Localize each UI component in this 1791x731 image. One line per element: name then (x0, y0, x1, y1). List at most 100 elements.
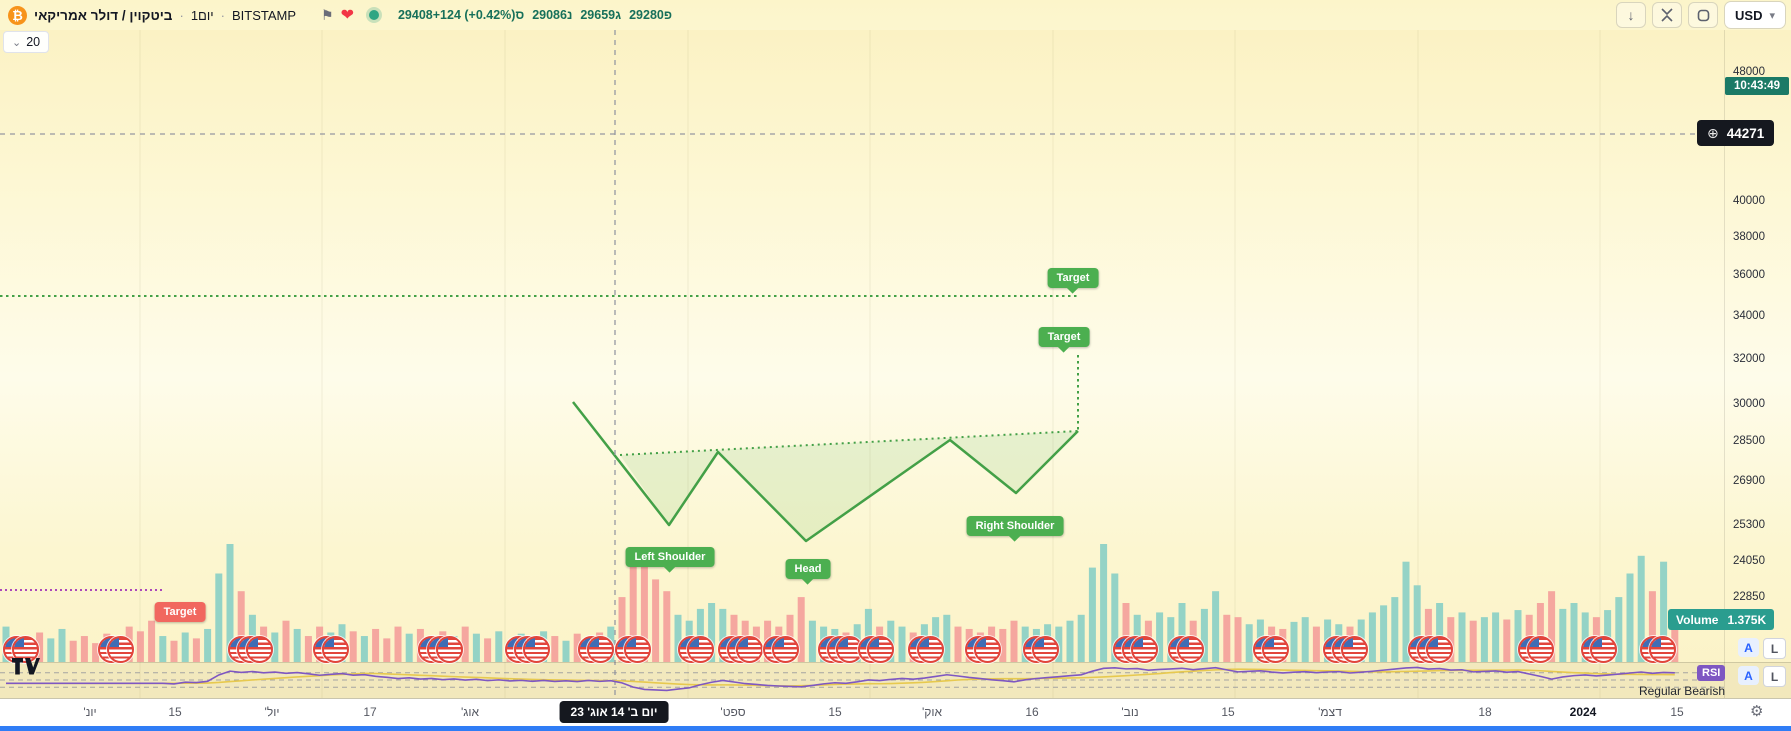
us-flag-event-icon[interactable] (436, 636, 463, 663)
us-flag-event-icon[interactable] (687, 636, 714, 663)
us-flag-event-icon[interactable] (1426, 636, 1453, 663)
volume-bar (271, 632, 279, 662)
us-flag-event-icon[interactable] (246, 636, 273, 663)
time-axis-label: 15 (1670, 705, 1684, 719)
volume-bar (1200, 608, 1208, 662)
volume-bar (1548, 591, 1556, 662)
us-flag-event-icon[interactable] (1649, 636, 1676, 663)
us-flag-event-icon[interactable] (1590, 636, 1617, 663)
target-badge[interactable]: Target (1038, 327, 1090, 347)
time-axis-label: דצמ' (1318, 705, 1342, 719)
rsi-line (6, 666, 1675, 692)
rsi-indicator-badge[interactable]: RSI (1697, 665, 1726, 681)
volume-bar (1615, 597, 1623, 662)
us-flag-event-icon[interactable] (1262, 636, 1289, 663)
crosshair-price-value: 44271 (1726, 125, 1765, 141)
interval-label[interactable]: 1יום (190, 7, 214, 23)
us-flag-event-icon[interactable] (1032, 636, 1059, 663)
collapse-pane-button[interactable] (1652, 2, 1683, 28)
crosshair-plus-icon[interactable]: ⊕ (1707, 124, 1719, 141)
volume-bar (1447, 617, 1455, 662)
volume-bar (215, 573, 223, 662)
volume-bar (1156, 612, 1164, 662)
price-axis-label: 25300 (1733, 519, 1765, 531)
volume-auto-button[interactable]: A (1738, 638, 1759, 657)
target-badge[interactable]: Target (1047, 268, 1099, 288)
volume-bar (1570, 603, 1578, 662)
favorite-heart-icon[interactable]: ❤ (340, 7, 354, 24)
volume-bar (58, 628, 66, 662)
time-axis-label: 18 (1478, 705, 1492, 719)
us-flag-event-icon[interactable] (1131, 636, 1158, 663)
price-axis-label: 38000 (1733, 231, 1765, 243)
volume-bar (226, 544, 234, 662)
separator-dot: · (179, 7, 184, 23)
volume-log-button[interactable]: L (1763, 638, 1786, 659)
price-axis-label: 32000 (1733, 353, 1765, 365)
us-flag-event-icon[interactable] (322, 636, 349, 663)
scroll-to-latest-button[interactable]: ↓ (1616, 2, 1647, 28)
rsi-auto-button[interactable]: A (1738, 666, 1759, 685)
pattern-label-badge[interactable]: Left Shoulder (625, 547, 715, 567)
volume-bar (1559, 608, 1567, 662)
volume-bar (562, 640, 570, 662)
timezone-settings-icon[interactable]: ⚙ (1750, 703, 1764, 720)
volume-indicator-badge[interactable]: Volume 1.375K (1668, 609, 1775, 630)
tradingview-logo[interactable] (12, 658, 40, 676)
us-flag-event-icon[interactable] (587, 636, 614, 663)
volume-bar (1111, 573, 1119, 662)
chart-background (0, 30, 1791, 698)
price-axis-label: 30000 (1733, 398, 1765, 410)
flagged-symbol-icon[interactable]: ⚑ (321, 6, 334, 23)
us-flag-event-icon[interactable] (974, 636, 1001, 663)
us-flag-event-icon[interactable] (523, 636, 550, 663)
us-flag-event-icon[interactable] (107, 636, 134, 663)
volume-bar (1637, 555, 1645, 662)
rsi-timeaxis-divider (0, 698, 1791, 699)
us-flag-event-icon[interactable] (1527, 636, 1554, 663)
us-flag-event-icon[interactable] (1177, 636, 1204, 663)
volume-bar (1077, 614, 1085, 662)
time-axis-label: 2024 (1569, 705, 1597, 719)
rsi-pane-controls: A L (1738, 666, 1786, 687)
exchange-label[interactable]: BITSTAMP (231, 7, 297, 23)
time-axis-label: יול' (264, 705, 280, 719)
time-axis-label: 15 (1221, 705, 1235, 719)
volume-bar (1234, 617, 1242, 662)
time-axis-label: אוק' (921, 705, 943, 719)
us-flag-event-icon[interactable] (736, 636, 763, 663)
volume-bar (1648, 591, 1656, 662)
volume-bar (1536, 603, 1544, 662)
symbol-name[interactable]: ביטקוין / דולר אמריקאי (34, 7, 173, 23)
pattern-label-badge[interactable]: Right Shoulder (966, 516, 1064, 536)
volume-bar (1469, 620, 1477, 662)
us-flag-event-icon[interactable] (867, 636, 894, 663)
us-flag-event-icon[interactable] (1341, 636, 1368, 663)
time-axis-label: יונ' (83, 705, 97, 719)
volume-rsi-pane-divider[interactable] (0, 662, 1791, 663)
pattern-label-badge[interactable]: Head (785, 559, 831, 579)
volume-bar (1290, 621, 1298, 662)
time-axis[interactable]: ⚙ יונ' 15 יול' 17 אוג' ספט' 15 אוק' 16 נוב' 15 דצמ'… (0, 699, 1791, 726)
volume-bar (472, 633, 480, 662)
volume-bar (1223, 614, 1231, 662)
us-flag-event-icon[interactable] (772, 636, 799, 663)
volume-bar (69, 640, 77, 662)
price-axis-divider[interactable] (1724, 30, 1725, 698)
volume-bar (1010, 620, 1018, 662)
currency-select[interactable]: USD ▾ (1724, 1, 1786, 29)
volume-bar (1492, 612, 1500, 662)
us-flag-event-icon[interactable] (917, 636, 944, 663)
target-badge[interactable]: Target (154, 602, 206, 622)
rsi-log-button[interactable]: L (1763, 666, 1786, 687)
time-axis-label: נוב' (1121, 705, 1139, 719)
volume-bar (1368, 612, 1376, 662)
us-flag-event-icon[interactable] (624, 636, 651, 663)
fullscreen-button[interactable] (1688, 2, 1719, 28)
market-status-dot[interactable] (368, 10, 379, 20)
ohlc-legend: 29408+124 (+0.42%)ס 29086נ 29659ג 29280פ (398, 8, 672, 22)
volume-bar (1301, 617, 1309, 662)
indicator-legend-chip[interactable]: ⌄ 20 (3, 31, 50, 53)
top-toolbar: ₿ ביטקוין / דולר אמריקאי · 1יום · BITSTA… (0, 0, 1791, 30)
